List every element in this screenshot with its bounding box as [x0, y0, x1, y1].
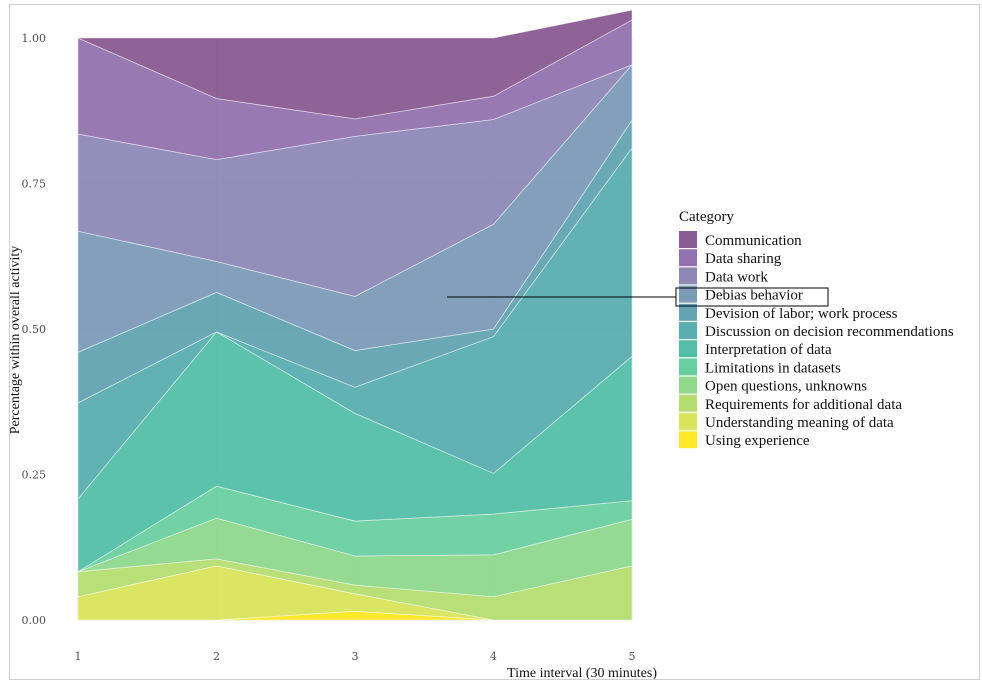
legend-swatch	[679, 358, 697, 376]
legend-swatch	[679, 322, 697, 339]
legend-swatch	[679, 231, 697, 248]
legend: Communication Data sharing Data work Debias…	[679, 231, 954, 449]
legend-swatch	[679, 285, 697, 303]
x-tick-label: 5	[629, 650, 636, 663]
legend-label: Devision of labor; work process	[705, 306, 898, 322]
legend-swatch	[679, 340, 697, 358]
y-axis-ticks: 0.00 0.25 0.50 0.75 1.00	[22, 32, 47, 627]
legend-label: Communication	[705, 233, 802, 249]
legend-swatch	[679, 394, 697, 412]
legend-label: Debias behavior	[705, 288, 803, 304]
y-tick-label: 0.25	[22, 469, 47, 482]
x-tick-label: 2	[213, 650, 220, 663]
y-tick-label: 0.75	[22, 178, 47, 191]
x-tick-label: 3	[352, 650, 359, 663]
legend-label: Data sharing	[705, 251, 782, 267]
y-tick-label: 0.00	[22, 614, 47, 627]
x-axis-label: Time interval (30 minutes)	[507, 666, 657, 681]
x-tick-label: 1	[75, 650, 82, 663]
legend-label: Data work	[705, 269, 768, 285]
legend-label: Requirements for additional data	[705, 397, 902, 413]
y-axis-label: Percentage within overall activity	[8, 246, 23, 435]
legend-label: Interpretation of data	[705, 342, 832, 358]
legend-label: Limitations in datasets	[705, 360, 841, 376]
legend-swatch	[679, 249, 697, 267]
legend-label: Understanding meaning of data	[705, 415, 894, 431]
legend-title: Category	[679, 209, 734, 225]
area-communication	[77, 9, 633, 120]
legend-label: Open questions, unknowns	[705, 379, 867, 395]
legend-label: Using experience	[705, 433, 810, 449]
legend-swatch	[679, 267, 697, 285]
x-tick-label: 4	[490, 650, 497, 663]
x-axis-ticks: 1 2 3 4 5	[75, 650, 636, 663]
legend-label: Discussion on decision recommendations	[705, 324, 954, 340]
legend-swatch	[679, 431, 697, 449]
area-series	[77, 9, 633, 621]
legend-swatch	[679, 303, 697, 321]
legend-swatch	[679, 413, 697, 430]
y-tick-label: 1.00	[22, 32, 47, 45]
y-tick-label: 0.50	[22, 323, 47, 336]
legend-swatch	[679, 376, 697, 394]
